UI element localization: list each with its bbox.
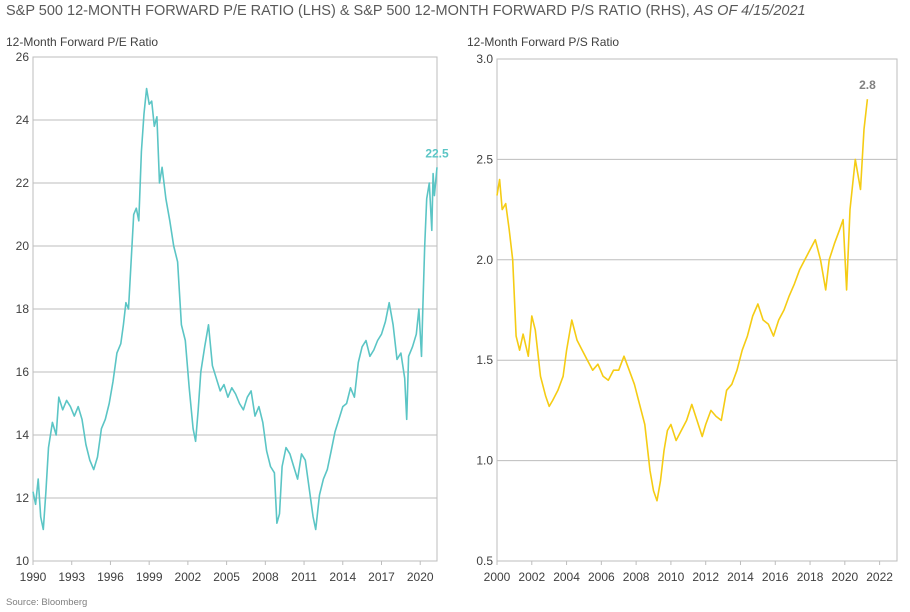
ps-ylabel: 12-Month Forward P/S Ratio (467, 35, 619, 49)
pe-plot-frame (32, 56, 438, 562)
pe-y-tick-label: 12 (16, 491, 30, 505)
pe-end-value-label: 22.5 (425, 146, 449, 160)
ps-y-tick-label: 3.0 (476, 52, 493, 66)
pe-x-tick-label: 2011 (291, 570, 317, 584)
pe-y-tick-label: 24 (16, 113, 30, 127)
ps-x-tick-label: 2006 (588, 570, 615, 584)
pe-x-tick-label: 1993 (58, 570, 85, 584)
ps-ratio-chart: 12-Month Forward P/S Ratio 0.5 1.0 1.5 2.0 2… (467, 35, 898, 584)
pe-x-tick-label: 1996 (97, 570, 124, 584)
pe-x-tick-label: 1999 (136, 570, 163, 584)
pe-ratio-chart: 12-Month Forward P/E Ratio 1012141618202… (6, 35, 449, 584)
pe-ylabel: 12-Month Forward P/E Ratio (6, 35, 158, 49)
pe-x-tick-label: 1990 (20, 570, 47, 584)
ps-x-tick-label: 2022 (866, 570, 893, 584)
pe-y-tick-label: 10 (16, 554, 30, 568)
ps-x-tick-label: 2004 (553, 570, 580, 584)
pe-series-line (32, 87, 438, 531)
ps-x-tick-label: 2018 (797, 570, 824, 584)
ps-x-tick-label: 2002 (518, 570, 545, 584)
ps-x-tick-label: 2012 (692, 570, 719, 584)
ps-y-tick-label: 1.5 (476, 353, 493, 367)
ps-end-value-label: 2.8 (859, 78, 876, 92)
pe-x-tick-label: 2020 (407, 570, 434, 584)
ps-y-tick-label: 1.0 (476, 454, 493, 468)
source-note: Source: Bloomberg (6, 597, 88, 608)
ps-plot-frame (496, 58, 898, 562)
ps-x-tick-label: 2010 (658, 570, 685, 584)
pe-x-tick-label: 2005 (213, 570, 240, 584)
pe-y-tick-label: 16 (16, 365, 30, 379)
ps-x-tick-label: 2020 (831, 570, 858, 584)
pe-x-tick-label: 2017 (368, 570, 395, 584)
ps-y-tick-label: 2.0 (476, 253, 493, 267)
chart-title-main: S&P 500 12-MONTH FORWARD P/E RATIO (LHS)… (6, 3, 694, 19)
pe-y-tick-label: 14 (16, 428, 30, 442)
pe-x-tick-label: 2014 (329, 570, 356, 584)
ps-x-tick-label: 2016 (762, 570, 789, 584)
pe-x-tick-label: 2002 (175, 570, 202, 584)
ps-x-tick-label: 2014 (727, 570, 754, 584)
ps-x-tick-label: 2000 (484, 570, 511, 584)
ps-x-tick-label: 2008 (623, 570, 650, 584)
pe-y-tick-label: 20 (16, 239, 30, 253)
pe-x-tick-label: 2008 (252, 570, 279, 584)
pe-y-tick-label: 18 (16, 302, 30, 316)
ps-series-line (496, 99, 869, 502)
ps-y-tick-label: 2.5 (476, 152, 493, 166)
ps-y-tick-label: 0.5 (476, 554, 493, 568)
chart-title: S&P 500 12-MONTH FORWARD P/E RATIO (LHS)… (6, 3, 906, 19)
pe-y-tick-label: 26 (16, 50, 30, 64)
chart-title-date: AS OF 4/15/2021 (693, 3, 806, 19)
pe-y-tick-label: 22 (16, 176, 30, 190)
